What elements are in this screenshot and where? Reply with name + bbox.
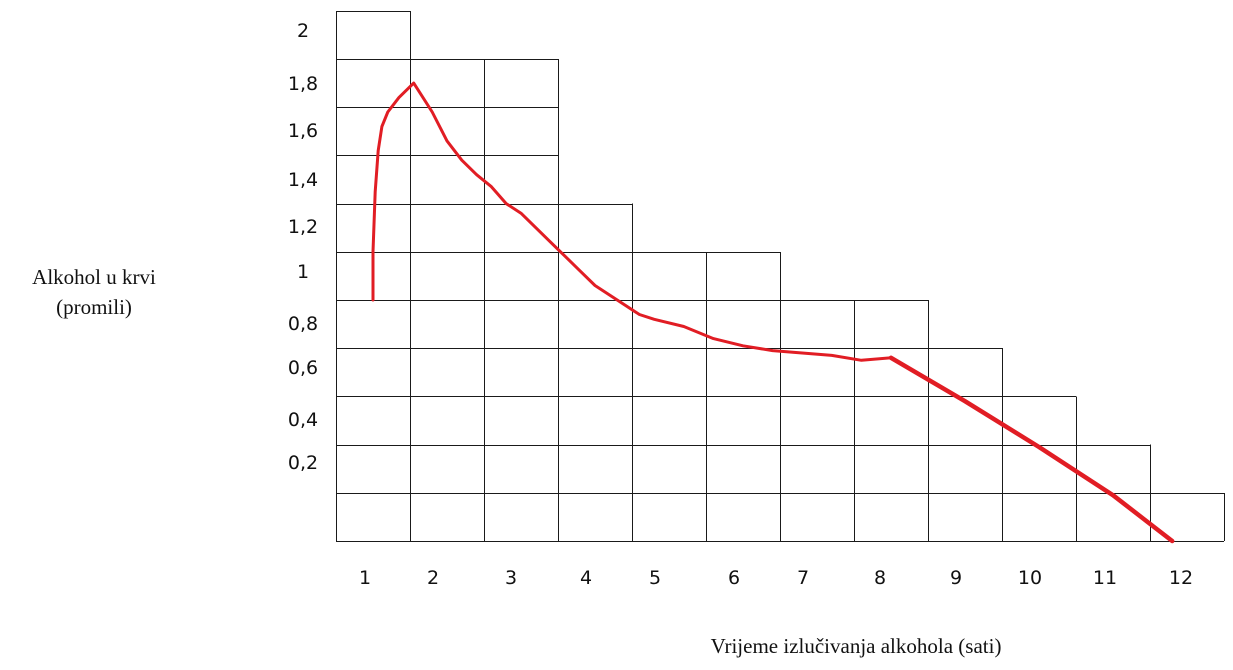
x-tick-label: 1 [359, 567, 371, 589]
y-tick-labels: 2 1,8 1,6 1,4 1,2 1 0,8 0,6 0,4 0,2 [288, 20, 318, 474]
y-axis-label-line-2: (promili) [56, 295, 132, 319]
x-tick-label: 4 [580, 567, 592, 589]
series-line [371, 81, 1174, 543]
x-tick-label: 8 [874, 567, 886, 589]
x-tick-label: 12 [1169, 567, 1193, 589]
x-tick-label: 11 [1093, 567, 1117, 589]
x-tick-label: 3 [505, 567, 517, 589]
y-tick-label: 0,6 [288, 357, 318, 379]
x-tick-label: 2 [427, 567, 439, 589]
x-tick-labels: 1 2 3 4 5 6 7 8 9 10 11 12 [359, 567, 1193, 589]
y-axis-label-line-1: Alkohol u krvi [32, 265, 156, 289]
staircase-grid [336, 10, 1225, 542]
y-tick-label: 0,8 [288, 313, 318, 335]
x-tick-label: 5 [649, 567, 661, 589]
series-line-tail [888, 355, 1175, 544]
y-tick-label: 0,2 [288, 452, 318, 474]
series-layer [371, 81, 1175, 544]
x-tick-label: 6 [728, 567, 740, 589]
y-tick-label: 1,8 [288, 73, 318, 95]
y-tick-label: 1,2 [288, 216, 318, 238]
y-tick-label: 1,4 [288, 169, 318, 191]
x-tick-label: 7 [797, 567, 809, 589]
y-tick-label: 1,6 [288, 120, 318, 142]
y-tick-label: 0,4 [288, 409, 318, 431]
y-tick-label: 1 [297, 261, 309, 283]
x-axis-label: Vrijeme izlučivanja alkohola (sati) [711, 634, 1002, 658]
x-tick-label: 9 [950, 567, 962, 589]
x-tick-label: 10 [1018, 567, 1042, 589]
y-tick-label: 2 [297, 20, 309, 42]
